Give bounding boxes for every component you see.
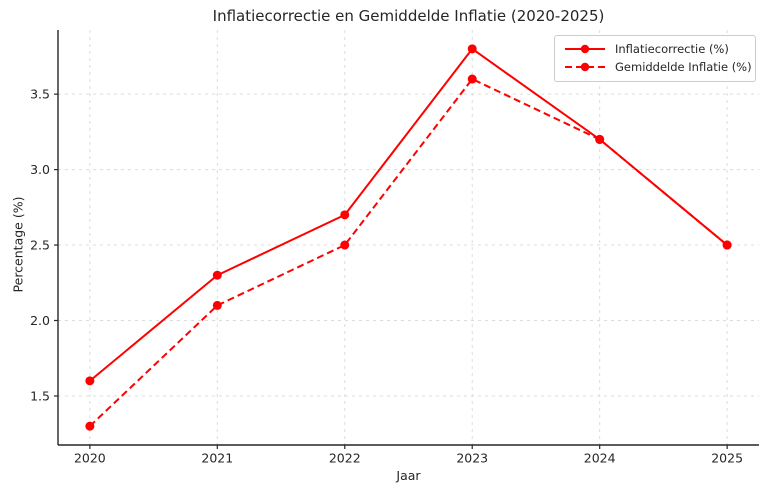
legend-sample-marker xyxy=(580,44,590,54)
data-point-marker xyxy=(340,210,350,220)
series-line-dashed xyxy=(89,78,728,427)
data-point-marker xyxy=(85,376,95,386)
x-tick-label: 2023 xyxy=(456,451,488,466)
y-tick-label: 1.5 xyxy=(30,388,50,403)
legend-item: Gemiddelde Inflatie (%) xyxy=(563,58,752,76)
x-tick-label: 2025 xyxy=(711,451,743,466)
chart-title: Inflatiecorrectie en Gemiddelde Inflatie… xyxy=(212,7,605,25)
legend: Inflatiecorrectie (%) Gemiddelde Inflati… xyxy=(554,35,756,82)
legend-label: Gemiddelde Inflatie (%) xyxy=(615,60,752,74)
data-point-marker xyxy=(722,240,732,250)
data-point-marker xyxy=(340,240,350,250)
x-axis-label: Jaar xyxy=(396,468,421,483)
data-point-marker xyxy=(212,300,222,310)
data-point-marker xyxy=(595,134,605,144)
x-tick-label: 2021 xyxy=(201,451,233,466)
x-tick-label: 2020 xyxy=(74,451,106,466)
y-tick-label: 3.5 xyxy=(30,87,50,102)
data-point-marker xyxy=(85,421,95,431)
series-line-solid xyxy=(89,47,728,382)
y-tick-label: 3.0 xyxy=(30,162,50,177)
legend-sample-marker xyxy=(580,62,590,72)
y-axis-label: Percentage (%) xyxy=(10,196,26,293)
data-point-marker xyxy=(212,270,222,280)
legend-label: Inflatiecorrectie (%) xyxy=(615,42,729,56)
legend-line-sample-dashed xyxy=(565,62,605,72)
data-point-marker xyxy=(467,44,477,54)
legend-item: Inflatiecorrectie (%) xyxy=(563,40,747,58)
x-tick-label: 2024 xyxy=(584,451,616,466)
legend-line-sample-solid xyxy=(565,44,605,54)
y-tick-label: 2.5 xyxy=(30,238,50,253)
y-tick-label: 2.0 xyxy=(30,313,50,328)
data-point-marker xyxy=(467,74,477,84)
x-tick-label: 2022 xyxy=(329,451,361,466)
